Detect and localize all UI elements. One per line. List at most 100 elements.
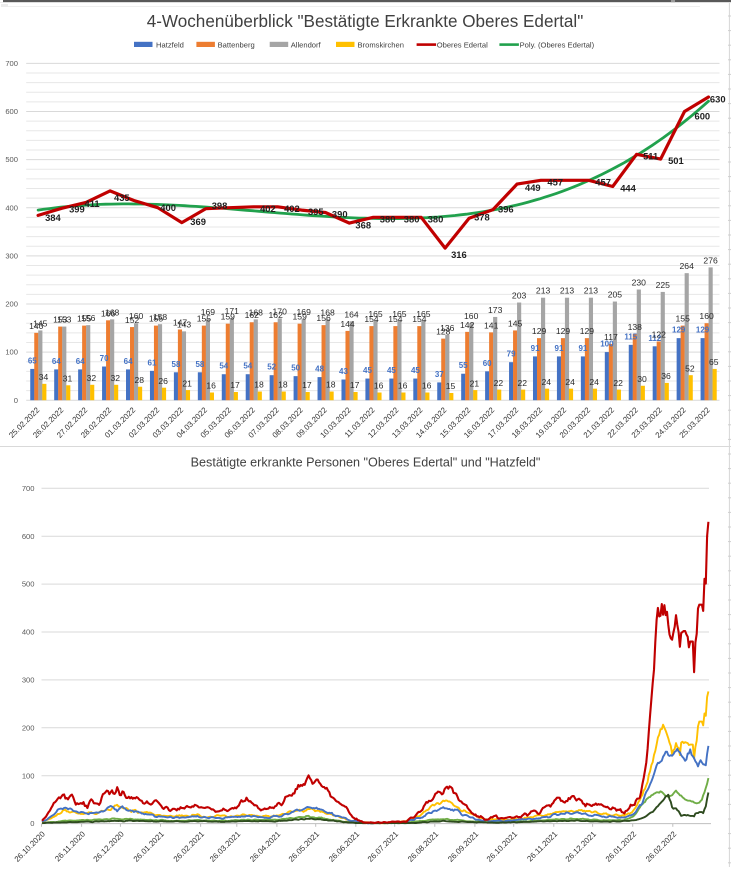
svg-text:159: 159 <box>293 312 308 322</box>
svg-text:165: 165 <box>368 309 383 319</box>
svg-text:152: 152 <box>125 315 140 325</box>
svg-text:368: 368 <box>355 220 371 231</box>
svg-text:147: 147 <box>173 318 188 328</box>
svg-text:64: 64 <box>124 357 133 366</box>
svg-text:500: 500 <box>22 580 35 589</box>
svg-text:128: 128 <box>436 327 451 337</box>
svg-text:22: 22 <box>494 378 504 388</box>
svg-text:511: 511 <box>643 150 658 161</box>
svg-text:22: 22 <box>518 378 528 388</box>
svg-text:380: 380 <box>428 213 444 224</box>
svg-text:155: 155 <box>149 314 164 324</box>
svg-text:52: 52 <box>685 363 695 373</box>
svg-text:142: 142 <box>460 320 475 330</box>
svg-text:0: 0 <box>30 819 34 828</box>
svg-text:79: 79 <box>507 350 516 359</box>
svg-text:143: 143 <box>177 319 192 329</box>
svg-text:160: 160 <box>464 311 479 321</box>
svg-text:60: 60 <box>483 359 492 368</box>
svg-text:17: 17 <box>230 380 240 390</box>
svg-text:18: 18 <box>254 380 264 390</box>
svg-text:21: 21 <box>470 378 480 388</box>
svg-text:162: 162 <box>245 310 260 320</box>
svg-text:17: 17 <box>350 380 360 390</box>
svg-text:155: 155 <box>676 314 691 324</box>
svg-text:138: 138 <box>628 322 643 332</box>
svg-text:166: 166 <box>101 308 116 318</box>
svg-text:129: 129 <box>672 326 686 335</box>
svg-text:395: 395 <box>308 206 324 217</box>
svg-text:28: 28 <box>135 375 145 385</box>
svg-text:64: 64 <box>76 357 85 366</box>
svg-text:378: 378 <box>474 211 490 222</box>
svg-text:129: 129 <box>696 326 710 335</box>
svg-text:154: 154 <box>364 314 379 324</box>
svg-text:32: 32 <box>87 373 97 383</box>
svg-text:37: 37 <box>435 370 444 379</box>
svg-text:30: 30 <box>637 374 647 384</box>
svg-text:154: 154 <box>412 314 427 324</box>
svg-text:58: 58 <box>195 360 204 369</box>
svg-text:129: 129 <box>556 326 571 336</box>
svg-text:399: 399 <box>69 204 85 215</box>
svg-text:115: 115 <box>624 332 637 341</box>
svg-text:31: 31 <box>63 374 73 384</box>
svg-text:18: 18 <box>278 380 288 390</box>
svg-text:380: 380 <box>404 213 420 224</box>
svg-text:18: 18 <box>326 380 336 390</box>
svg-text:91: 91 <box>531 344 540 353</box>
svg-text:164: 164 <box>344 309 359 319</box>
svg-text:213: 213 <box>560 286 575 296</box>
svg-text:16: 16 <box>206 381 216 391</box>
svg-text:156: 156 <box>81 313 96 323</box>
svg-text:43: 43 <box>339 367 348 376</box>
svg-text:36: 36 <box>661 371 671 381</box>
svg-text:45: 45 <box>387 366 396 375</box>
svg-text:153: 153 <box>53 315 68 325</box>
svg-text:Bromskirchen: Bromskirchen <box>358 40 404 49</box>
svg-text:160: 160 <box>129 311 144 321</box>
svg-text:129: 129 <box>532 326 547 336</box>
svg-text:200: 200 <box>22 723 35 732</box>
svg-text:380: 380 <box>380 213 396 224</box>
svg-text:54: 54 <box>219 362 228 371</box>
svg-text:264: 264 <box>680 261 695 271</box>
svg-text:4-Wochenüberblick "Bestätigte: 4-Wochenüberblick "Bestätigte Erkrankte … <box>147 12 584 31</box>
svg-text:Oberes Edertal: Oberes Edertal <box>437 40 488 49</box>
svg-text:24: 24 <box>565 377 575 387</box>
svg-text:168: 168 <box>105 307 120 317</box>
svg-text:159: 159 <box>221 312 236 322</box>
svg-text:16: 16 <box>374 381 384 391</box>
svg-text:700: 700 <box>5 59 18 68</box>
svg-text:630: 630 <box>710 93 726 104</box>
svg-text:203: 203 <box>512 291 527 301</box>
svg-text:300: 300 <box>22 676 35 685</box>
svg-text:500: 500 <box>5 155 18 164</box>
svg-text:Battenberg: Battenberg <box>218 40 255 49</box>
svg-text:168: 168 <box>249 307 264 317</box>
svg-text:91: 91 <box>578 344 587 353</box>
svg-text:200: 200 <box>5 300 18 309</box>
svg-text:230: 230 <box>632 278 647 288</box>
svg-text:45: 45 <box>411 366 420 375</box>
svg-text:457: 457 <box>595 176 611 187</box>
svg-text:155: 155 <box>197 314 212 324</box>
svg-text:50: 50 <box>291 364 300 373</box>
svg-text:100: 100 <box>22 771 35 780</box>
svg-text:140: 140 <box>29 321 44 331</box>
svg-text:144: 144 <box>340 319 355 329</box>
svg-text:32: 32 <box>111 373 121 383</box>
svg-text:17: 17 <box>302 380 312 390</box>
svg-text:26: 26 <box>158 376 168 386</box>
svg-text:Allendorf: Allendorf <box>291 40 322 49</box>
svg-text:16: 16 <box>398 381 408 391</box>
svg-text:169: 169 <box>201 307 216 317</box>
svg-text:165: 165 <box>392 309 407 319</box>
svg-text:65: 65 <box>28 356 37 365</box>
svg-text:398: 398 <box>212 200 228 211</box>
svg-text:411: 411 <box>85 198 100 209</box>
svg-text:54: 54 <box>243 362 252 371</box>
svg-text:168: 168 <box>320 307 335 317</box>
svg-text:169: 169 <box>297 307 312 317</box>
svg-text:158: 158 <box>153 312 168 322</box>
